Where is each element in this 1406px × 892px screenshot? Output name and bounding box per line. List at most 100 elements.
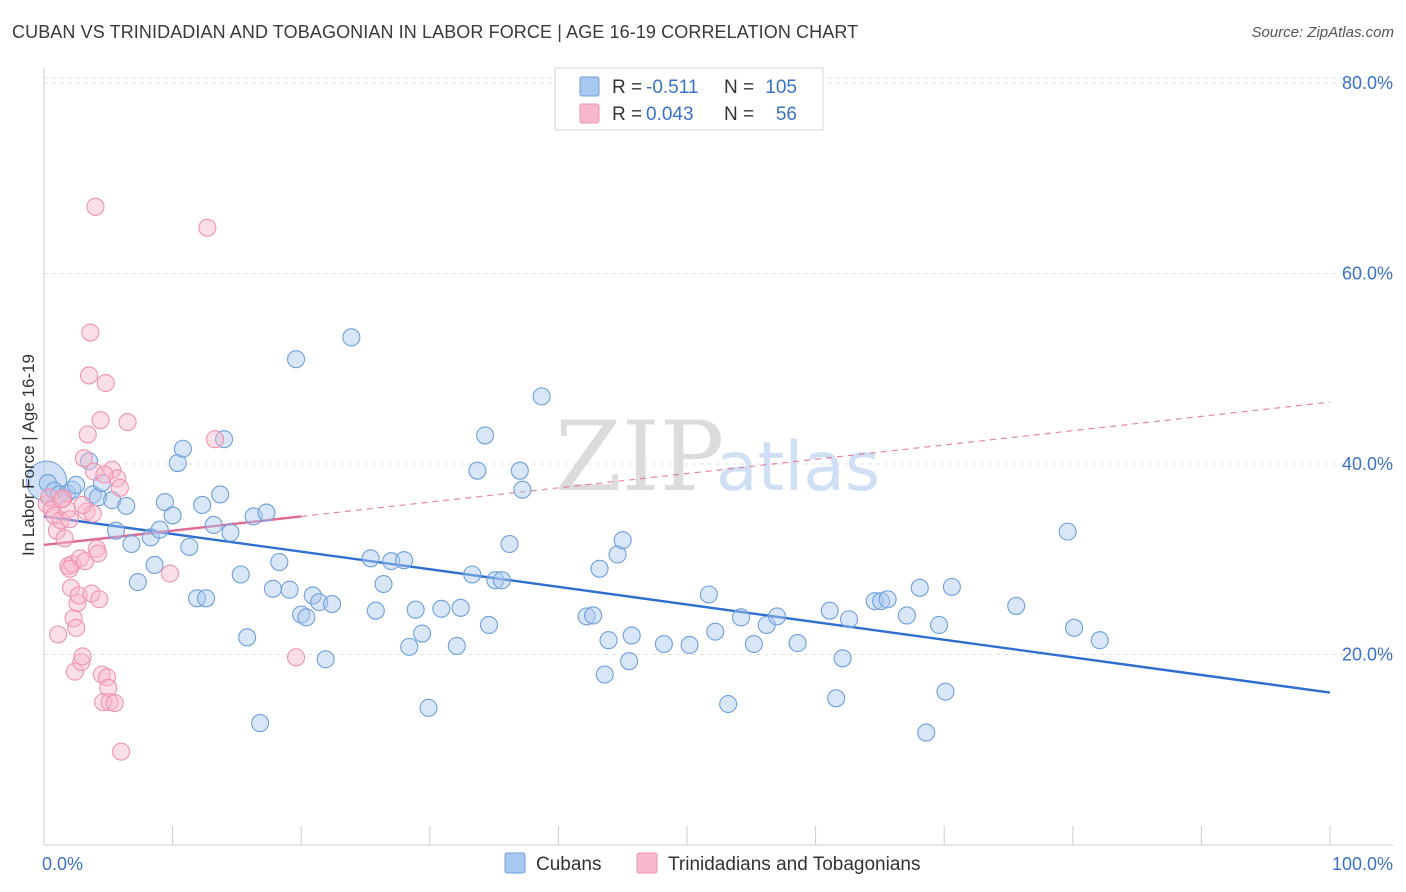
data-point-trinidadians: [54, 489, 73, 508]
data-point-cubans: [26, 460, 68, 502]
data-point-trinidadians: [68, 594, 87, 613]
data-point-trinidadians: [287, 648, 306, 667]
data-point-cubans: [719, 694, 738, 714]
data-point-cubans: [280, 580, 299, 599]
data-point-trinidadians: [99, 678, 118, 697]
source-label: Source: ZipAtlas.com: [1251, 24, 1394, 41]
data-point-cubans: [106, 521, 126, 540]
data-point-trinidadians: [88, 544, 108, 563]
x-tick-labels: 0.0% 100.0%: [42, 854, 1393, 874]
legend-swatch-cubans: [579, 76, 600, 97]
data-point-trinidadians: [198, 218, 217, 237]
data-point-cubans: [447, 636, 466, 655]
data-point-cubans: [936, 682, 955, 701]
data-point-cubans: [231, 565, 250, 584]
data-point-cubans: [500, 534, 519, 554]
data-point-cubans: [699, 585, 718, 604]
data-point-cubans: [731, 608, 751, 627]
data-point-cubans: [196, 589, 216, 608]
data-point-cubans: [173, 439, 192, 458]
data-point-trinidadians: [67, 618, 86, 637]
data-point-cubans: [620, 652, 639, 671]
data-point-cubans: [400, 637, 419, 656]
data-point-cubans: [917, 723, 936, 742]
trend-lines: [43, 401, 1331, 694]
data-point-cubans: [910, 578, 929, 597]
data-point-cubans: [413, 624, 432, 643]
legend-n-label: N =: [724, 104, 754, 125]
data-point-cubans: [432, 599, 451, 618]
data-point-cubans: [117, 496, 136, 515]
legend-r-value-cubans: -0.511: [646, 77, 698, 98]
data-point-cubans: [492, 571, 511, 590]
data-point-cubans: [323, 594, 342, 614]
data-point-trinidadians: [79, 366, 99, 385]
legend-n-label: N =: [724, 77, 754, 98]
data-point-cubans: [599, 631, 618, 650]
data-point-cubans: [263, 579, 282, 598]
data-point-trinidadians: [105, 694, 124, 713]
legend-r-label: R =: [612, 77, 642, 98]
legend-swatch-trinidadians: [579, 103, 600, 124]
data-point-cubans: [297, 608, 316, 627]
series-legend-label-cubans: Cubans: [536, 854, 602, 875]
data-point-cubans: [872, 592, 891, 611]
data-point-cubans: [577, 607, 596, 626]
data-point-trinidadians: [47, 521, 66, 540]
data-point-trinidadians: [86, 197, 105, 216]
data-point-trinidadians: [73, 647, 92, 666]
data-point-cubans: [744, 634, 763, 654]
data-point-cubans: [590, 559, 609, 578]
data-point-cubans: [820, 601, 839, 620]
data-point-trinidadians: [95, 465, 114, 484]
data-point-trinidadians: [90, 590, 109, 609]
data-point-cubans: [608, 545, 627, 564]
x-tick-label: 100.0%: [1332, 854, 1393, 874]
data-point-cubans: [145, 555, 164, 575]
chart-title: CUBAN VS TRINIDADIAN AND TOBAGONIAN IN L…: [12, 22, 859, 42]
data-point-cubans: [155, 493, 174, 512]
data-point-cubans: [150, 520, 169, 539]
data-point-cubans: [942, 577, 961, 596]
y-tick-label: 20.0%: [1342, 645, 1393, 665]
legend-r-value-trinidadians: 0.043: [646, 104, 694, 125]
data-point-trinidadians: [74, 449, 93, 468]
data-point-trinidadians: [51, 511, 70, 530]
data-point-trinidadians: [160, 564, 180, 583]
data-point-trinidadians: [65, 662, 84, 681]
legend-n-value-cubans: 105: [765, 77, 797, 98]
data-point-cubans: [930, 615, 949, 635]
data-point-cubans: [366, 601, 385, 620]
data-point-cubans: [250, 714, 270, 733]
data-point-cubans: [287, 350, 306, 369]
data-point-trinidadians: [61, 578, 81, 597]
y-tick-label: 80.0%: [1342, 73, 1393, 93]
watermark-zip: ZIP: [555, 401, 724, 513]
data-point-trinidadians: [52, 490, 72, 509]
trend-line-extension: [301, 401, 1331, 517]
y-axis-label: In Labor Force | Age 16-19: [19, 354, 38, 556]
axes: [43, 68, 1393, 846]
data-point-cubans: [767, 607, 787, 626]
legend-r-label: R =: [612, 104, 642, 125]
y-tick-label: 60.0%: [1342, 264, 1393, 284]
data-point-cubans: [878, 590, 897, 609]
legend-n-value-trinidadians: 56: [776, 104, 797, 125]
data-point-trinidadians: [110, 478, 129, 497]
data-points: [26, 197, 1109, 761]
data-point-cubans: [613, 531, 632, 550]
data-point-cubans: [122, 534, 141, 554]
data-point-trinidadians: [100, 693, 119, 712]
data-point-cubans: [303, 586, 322, 605]
data-point-trinidadians: [205, 430, 225, 449]
data-point-cubans: [382, 552, 401, 571]
data-point-cubans: [79, 452, 99, 471]
data-point-cubans: [270, 553, 289, 572]
data-point-cubans: [827, 689, 846, 708]
x-tick-label: 0.0%: [42, 854, 83, 874]
data-point-trinidadians: [81, 323, 100, 342]
data-point-cubans: [38, 473, 57, 493]
data-point-trinidadians: [118, 413, 137, 432]
data-point-trinidadians: [60, 559, 79, 578]
